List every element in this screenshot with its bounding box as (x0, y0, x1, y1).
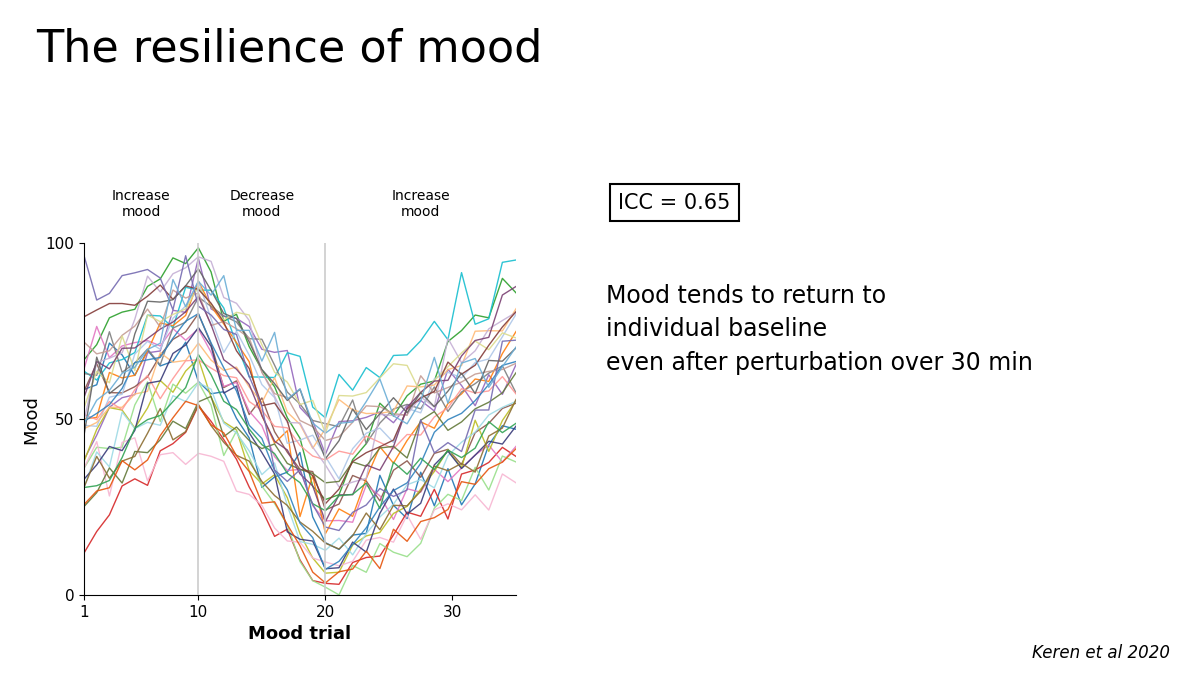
Text: ICC = 0.65: ICC = 0.65 (618, 193, 731, 213)
X-axis label: Mood trial: Mood trial (248, 625, 352, 643)
Text: Increase
mood: Increase mood (112, 189, 170, 219)
Text: The resilience of mood: The resilience of mood (36, 27, 542, 70)
Text: Keren et al 2020: Keren et al 2020 (1032, 644, 1170, 662)
Y-axis label: Mood: Mood (22, 395, 40, 443)
Text: Increase
mood: Increase mood (391, 189, 450, 219)
Text: Mood tends to return to
individual baseline
even after perturbation over 30 min: Mood tends to return to individual basel… (606, 284, 1033, 375)
Text: Decrease
mood: Decrease mood (229, 189, 294, 219)
